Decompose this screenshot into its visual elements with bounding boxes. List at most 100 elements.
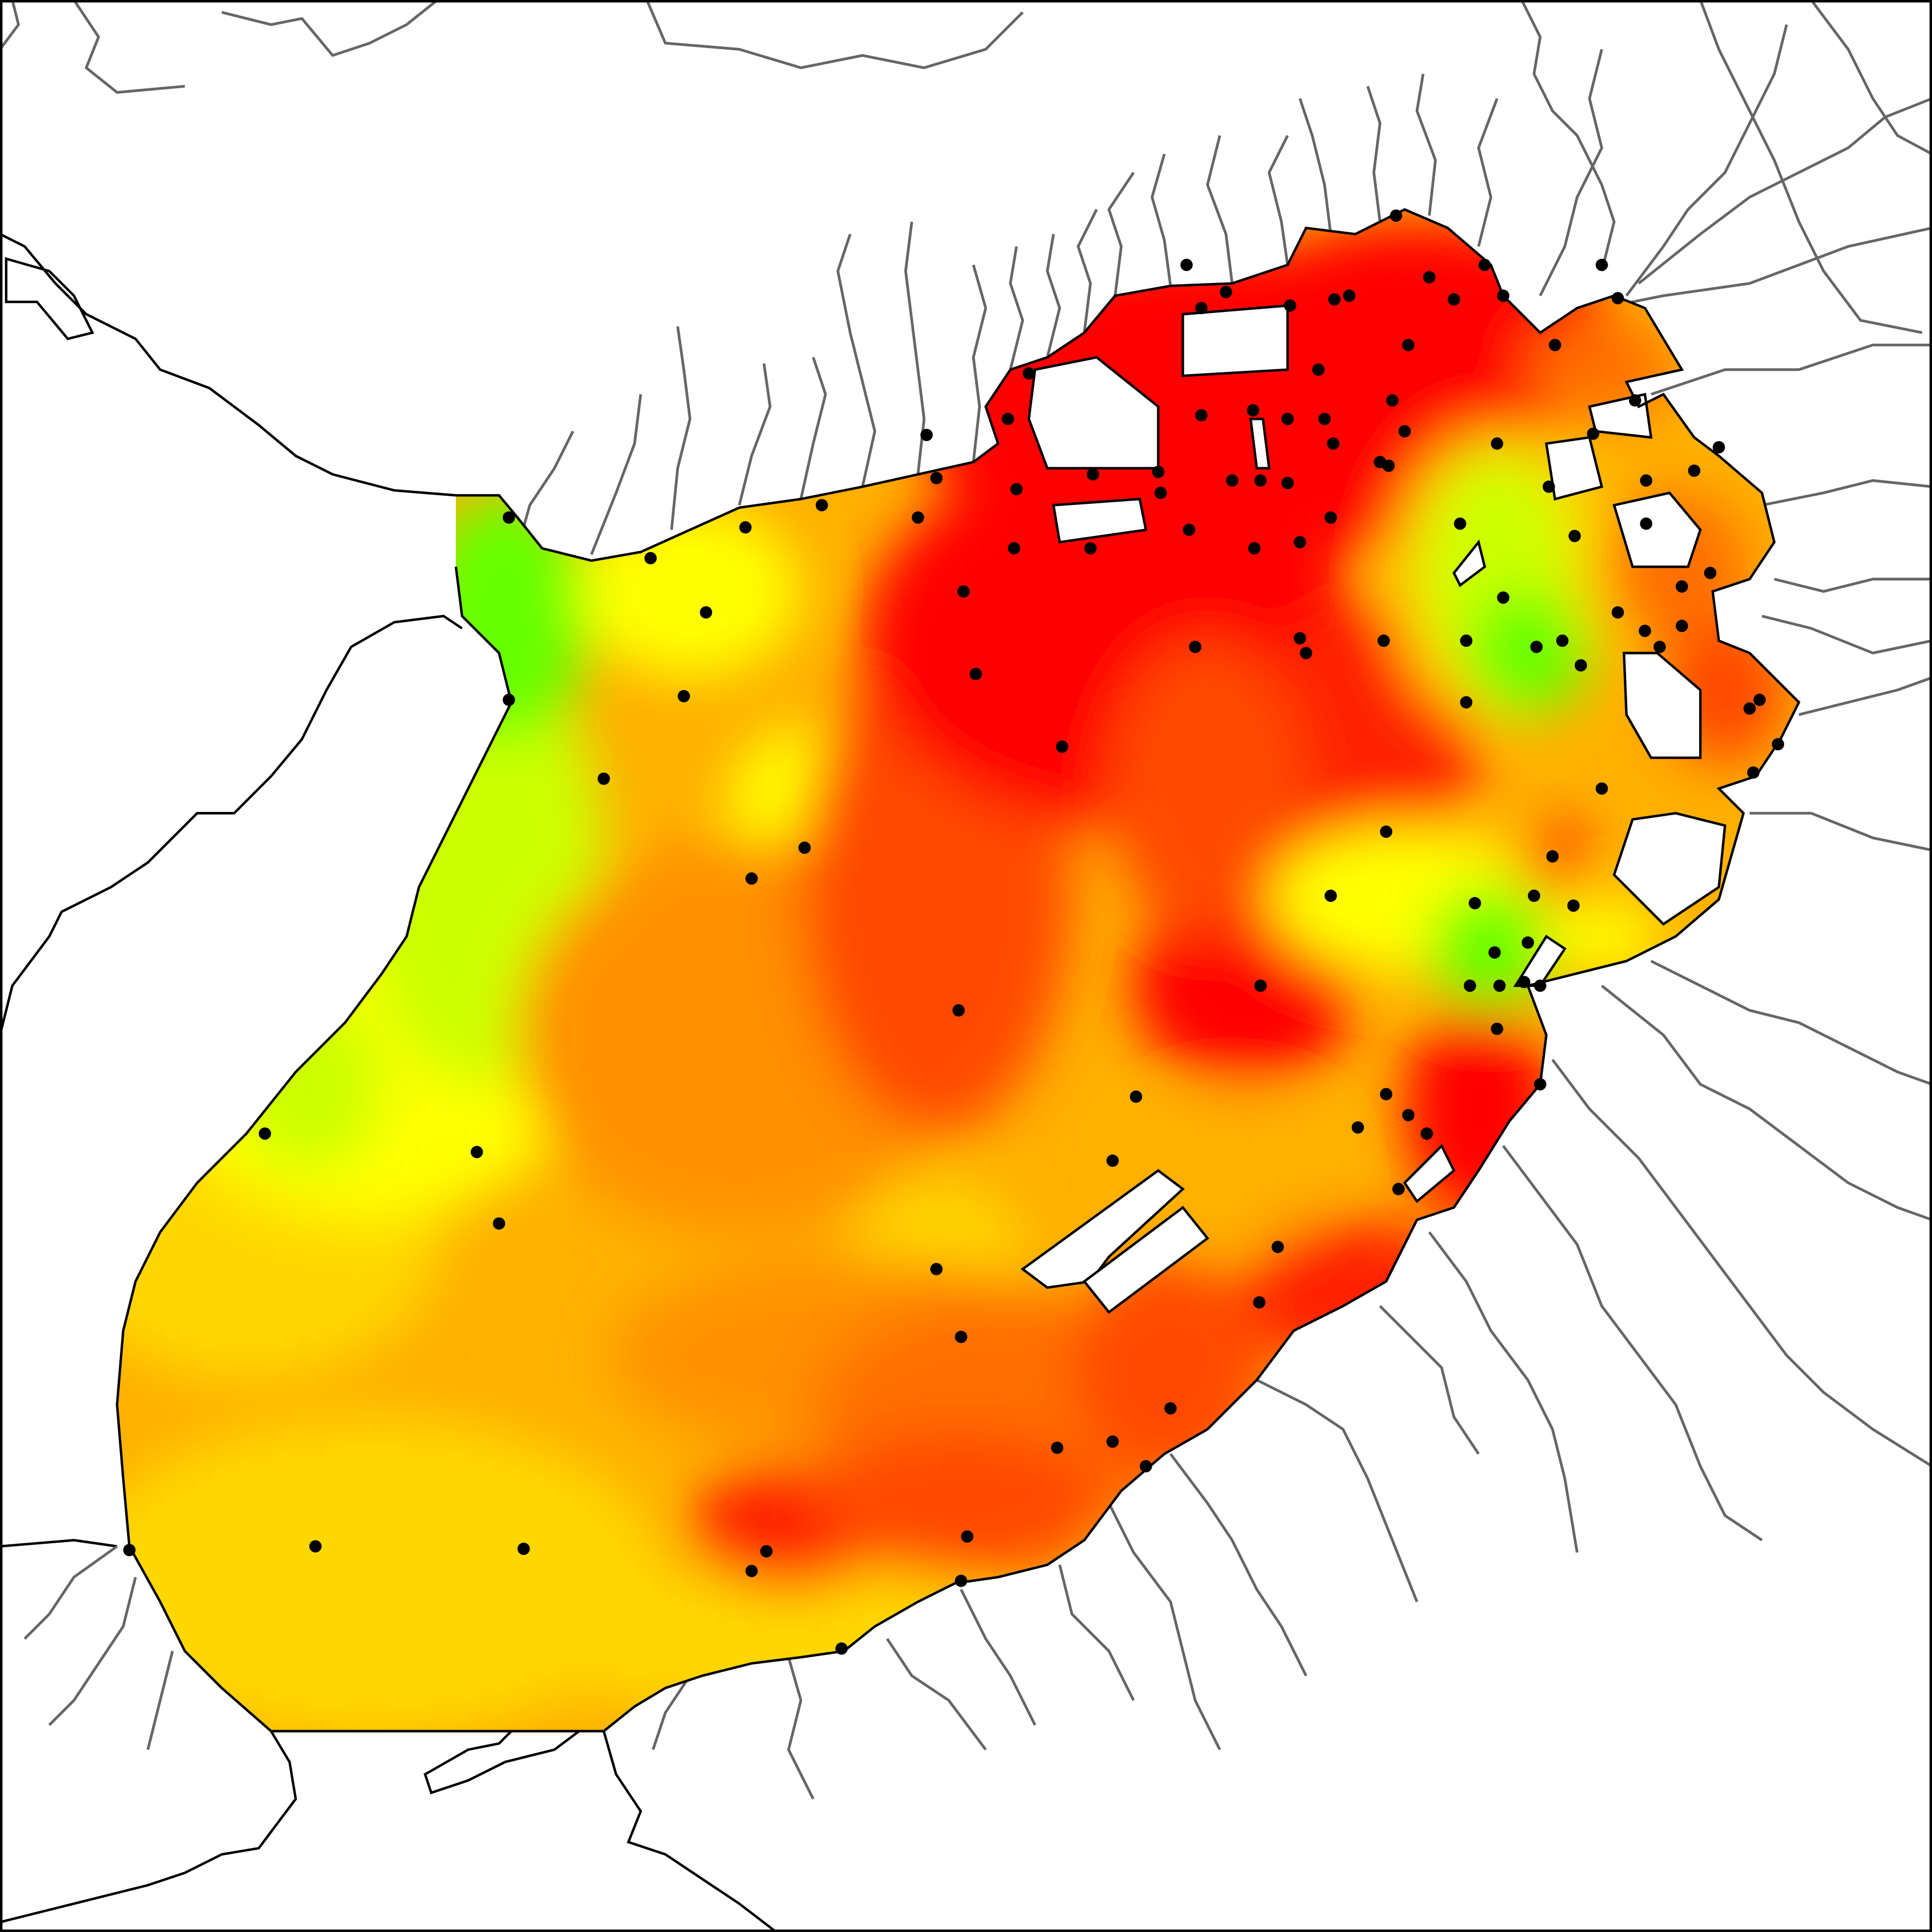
station-marker (1253, 1296, 1266, 1309)
station-marker (1022, 367, 1036, 380)
station-marker (1389, 209, 1403, 222)
station-marker (1753, 694, 1766, 706)
bay-outline (116, 208, 1801, 1732)
station-marker (955, 1574, 967, 1587)
station-marker (1653, 640, 1666, 653)
station-marker (1327, 437, 1340, 450)
station-marker (1454, 517, 1466, 530)
station-marker (1530, 640, 1543, 653)
station-marker (677, 690, 690, 702)
station-marker (471, 1146, 483, 1158)
station-marker (1254, 979, 1267, 992)
station-marker (1281, 412, 1294, 425)
station-marker (1402, 339, 1415, 351)
station-marker (1640, 517, 1653, 530)
station-marker (1195, 409, 1208, 422)
station-marker (912, 511, 924, 524)
station-marker (1491, 437, 1503, 450)
station-marker (1497, 289, 1509, 302)
station-marker (1421, 1127, 1433, 1140)
station-marker (1380, 825, 1393, 838)
station-marker (1493, 979, 1506, 992)
station-marker (1478, 258, 1491, 272)
station-marker (1518, 976, 1531, 989)
station-marker (1130, 1090, 1142, 1103)
station-marker (1293, 535, 1307, 549)
station-marker (930, 1263, 943, 1275)
station-marker (1084, 542, 1097, 555)
station-marker (1299, 647, 1313, 659)
station-marker (1549, 339, 1561, 351)
station-marker (1325, 511, 1337, 524)
station-marker (1464, 979, 1476, 992)
station-marker (1086, 468, 1099, 481)
station-marker (1312, 363, 1325, 376)
station-marker (1392, 1183, 1405, 1195)
station-marker (1611, 606, 1624, 619)
station-marker (1152, 466, 1165, 478)
station-marker (1106, 1154, 1119, 1167)
station-marker (1568, 529, 1581, 543)
station-marker (644, 552, 657, 564)
station-marker (1460, 634, 1473, 647)
station-marker (1180, 258, 1193, 272)
station-marker (1596, 782, 1608, 795)
station-marker (961, 1530, 974, 1543)
station-marker (1351, 1121, 1364, 1134)
station-marker (1140, 1460, 1152, 1473)
rivers (0, 0, 1932, 1800)
station-marker (309, 1540, 322, 1553)
station-marker (1639, 624, 1651, 637)
station-marker (1704, 567, 1717, 579)
station-marker (1747, 766, 1760, 779)
station-marker (1248, 542, 1261, 555)
station-marker (123, 1544, 136, 1556)
station-marker (1402, 1109, 1415, 1122)
station-marker (835, 1642, 848, 1655)
station-marker (1688, 464, 1701, 477)
station-marker (1226, 474, 1238, 487)
station-marker (1567, 899, 1580, 912)
station-marker (502, 694, 515, 706)
station-marker (1106, 1435, 1119, 1448)
station-marker (1293, 632, 1307, 645)
station-marker (1377, 634, 1390, 647)
station-marker (1629, 394, 1641, 407)
station-marker (1010, 483, 1023, 496)
station-marker (920, 429, 933, 441)
station-marker (1154, 486, 1167, 499)
station-marker (815, 499, 828, 511)
station-marker (1497, 591, 1509, 604)
station-marker (1398, 425, 1411, 438)
coastline (0, 233, 1744, 1932)
station-marker (1447, 293, 1460, 306)
station-marker (1382, 459, 1395, 472)
station-marker (502, 511, 515, 524)
station-marker (955, 1331, 967, 1343)
station-marker (1712, 441, 1725, 454)
station-marker (700, 606, 713, 619)
station-marker (1056, 740, 1069, 753)
station-marker (1488, 946, 1501, 959)
station-marker (970, 667, 982, 681)
station-marker (1189, 640, 1202, 653)
station-marker (258, 1127, 272, 1140)
station-marker (1460, 696, 1473, 709)
station-marker (1281, 477, 1294, 490)
station-marker (1546, 850, 1559, 863)
station-marker (745, 872, 758, 885)
station-marker (1468, 896, 1481, 910)
station-marker (517, 1542, 530, 1555)
station-marker (1343, 289, 1356, 302)
station-marker (1325, 889, 1337, 902)
station-marker (1542, 480, 1555, 493)
station-marker (1611, 292, 1624, 305)
station-marker (1318, 412, 1331, 425)
station-marker (1534, 1078, 1546, 1091)
station-marker (1051, 1441, 1064, 1454)
station-marker (1596, 258, 1608, 272)
station-marker (798, 841, 811, 854)
